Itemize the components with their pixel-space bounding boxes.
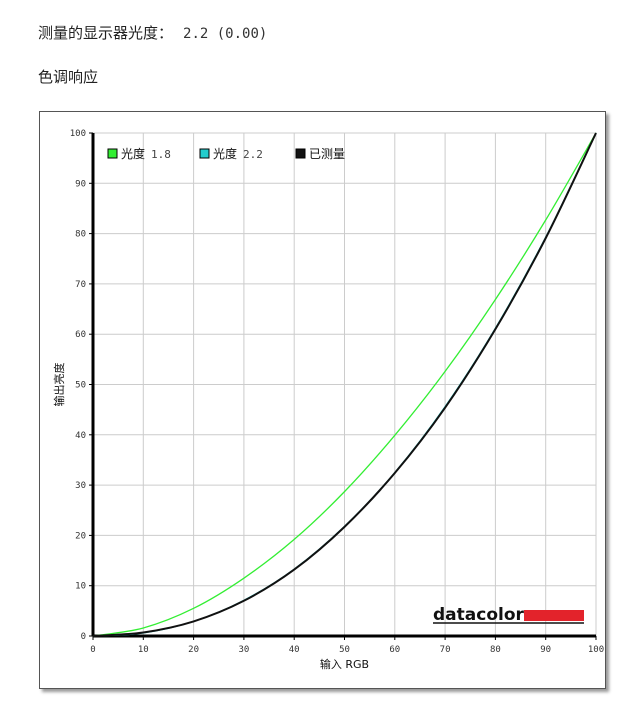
series-line-1 [92, 132, 597, 637]
x-tick-label: 0 [90, 645, 95, 655]
x-tick-label: 50 [339, 645, 350, 655]
y-tick-label: 50 [75, 381, 86, 391]
x-tick-label: 60 [389, 645, 400, 655]
x-tick-label: 90 [540, 645, 551, 655]
x-tick-label: 70 [440, 645, 451, 655]
y-axis-label: 输出亮度 [52, 363, 66, 407]
legend-label-1: 光度 [121, 146, 145, 161]
measured-gamma-label: 测量的显示器光度： [38, 24, 174, 42]
x-tick-label: 80 [490, 645, 501, 655]
x-tick-label: 30 [238, 645, 249, 655]
y-tick-label: 40 [75, 431, 86, 441]
legend-value-1: 1.8 [151, 148, 171, 161]
legend-label-2: 光度 [213, 146, 237, 161]
y-tick-label: 0 [81, 632, 86, 642]
x-tick-label: 40 [289, 645, 300, 655]
legend-label-3: 已测量 [309, 147, 345, 161]
y-tick-label: 80 [75, 230, 86, 240]
y-tick-label: 100 [70, 129, 86, 139]
legend-swatch-3 [295, 148, 306, 159]
y-tick-label: 10 [75, 582, 86, 592]
measured-gamma-value: 2.2 (0.00) [183, 26, 268, 42]
x-tick-label: 20 [188, 645, 199, 655]
y-tick-label: 30 [75, 481, 86, 491]
y-tick-label: 70 [75, 280, 86, 290]
legend-swatch-2 [199, 148, 210, 159]
x-tick-label: 10 [138, 645, 149, 655]
measured-gamma-heading: 测量的显示器光度： 2.2 (0.00) [38, 22, 267, 43]
section-title: 色调响应 [38, 68, 99, 86]
x-axis-label: 输入 RGB [320, 657, 369, 671]
legend-value-2: 2.2 [243, 148, 263, 161]
datacolor-logo-text: datacolor [433, 605, 525, 625]
series-line-3 [92, 132, 597, 637]
y-tick-label: 20 [75, 531, 86, 541]
y-tick-label: 60 [75, 330, 86, 340]
x-tick-label: 100 [588, 645, 604, 655]
legend-swatch-1 [107, 148, 118, 159]
y-tick-label: 90 [75, 179, 86, 189]
datacolor-logo-bar [524, 610, 584, 621]
